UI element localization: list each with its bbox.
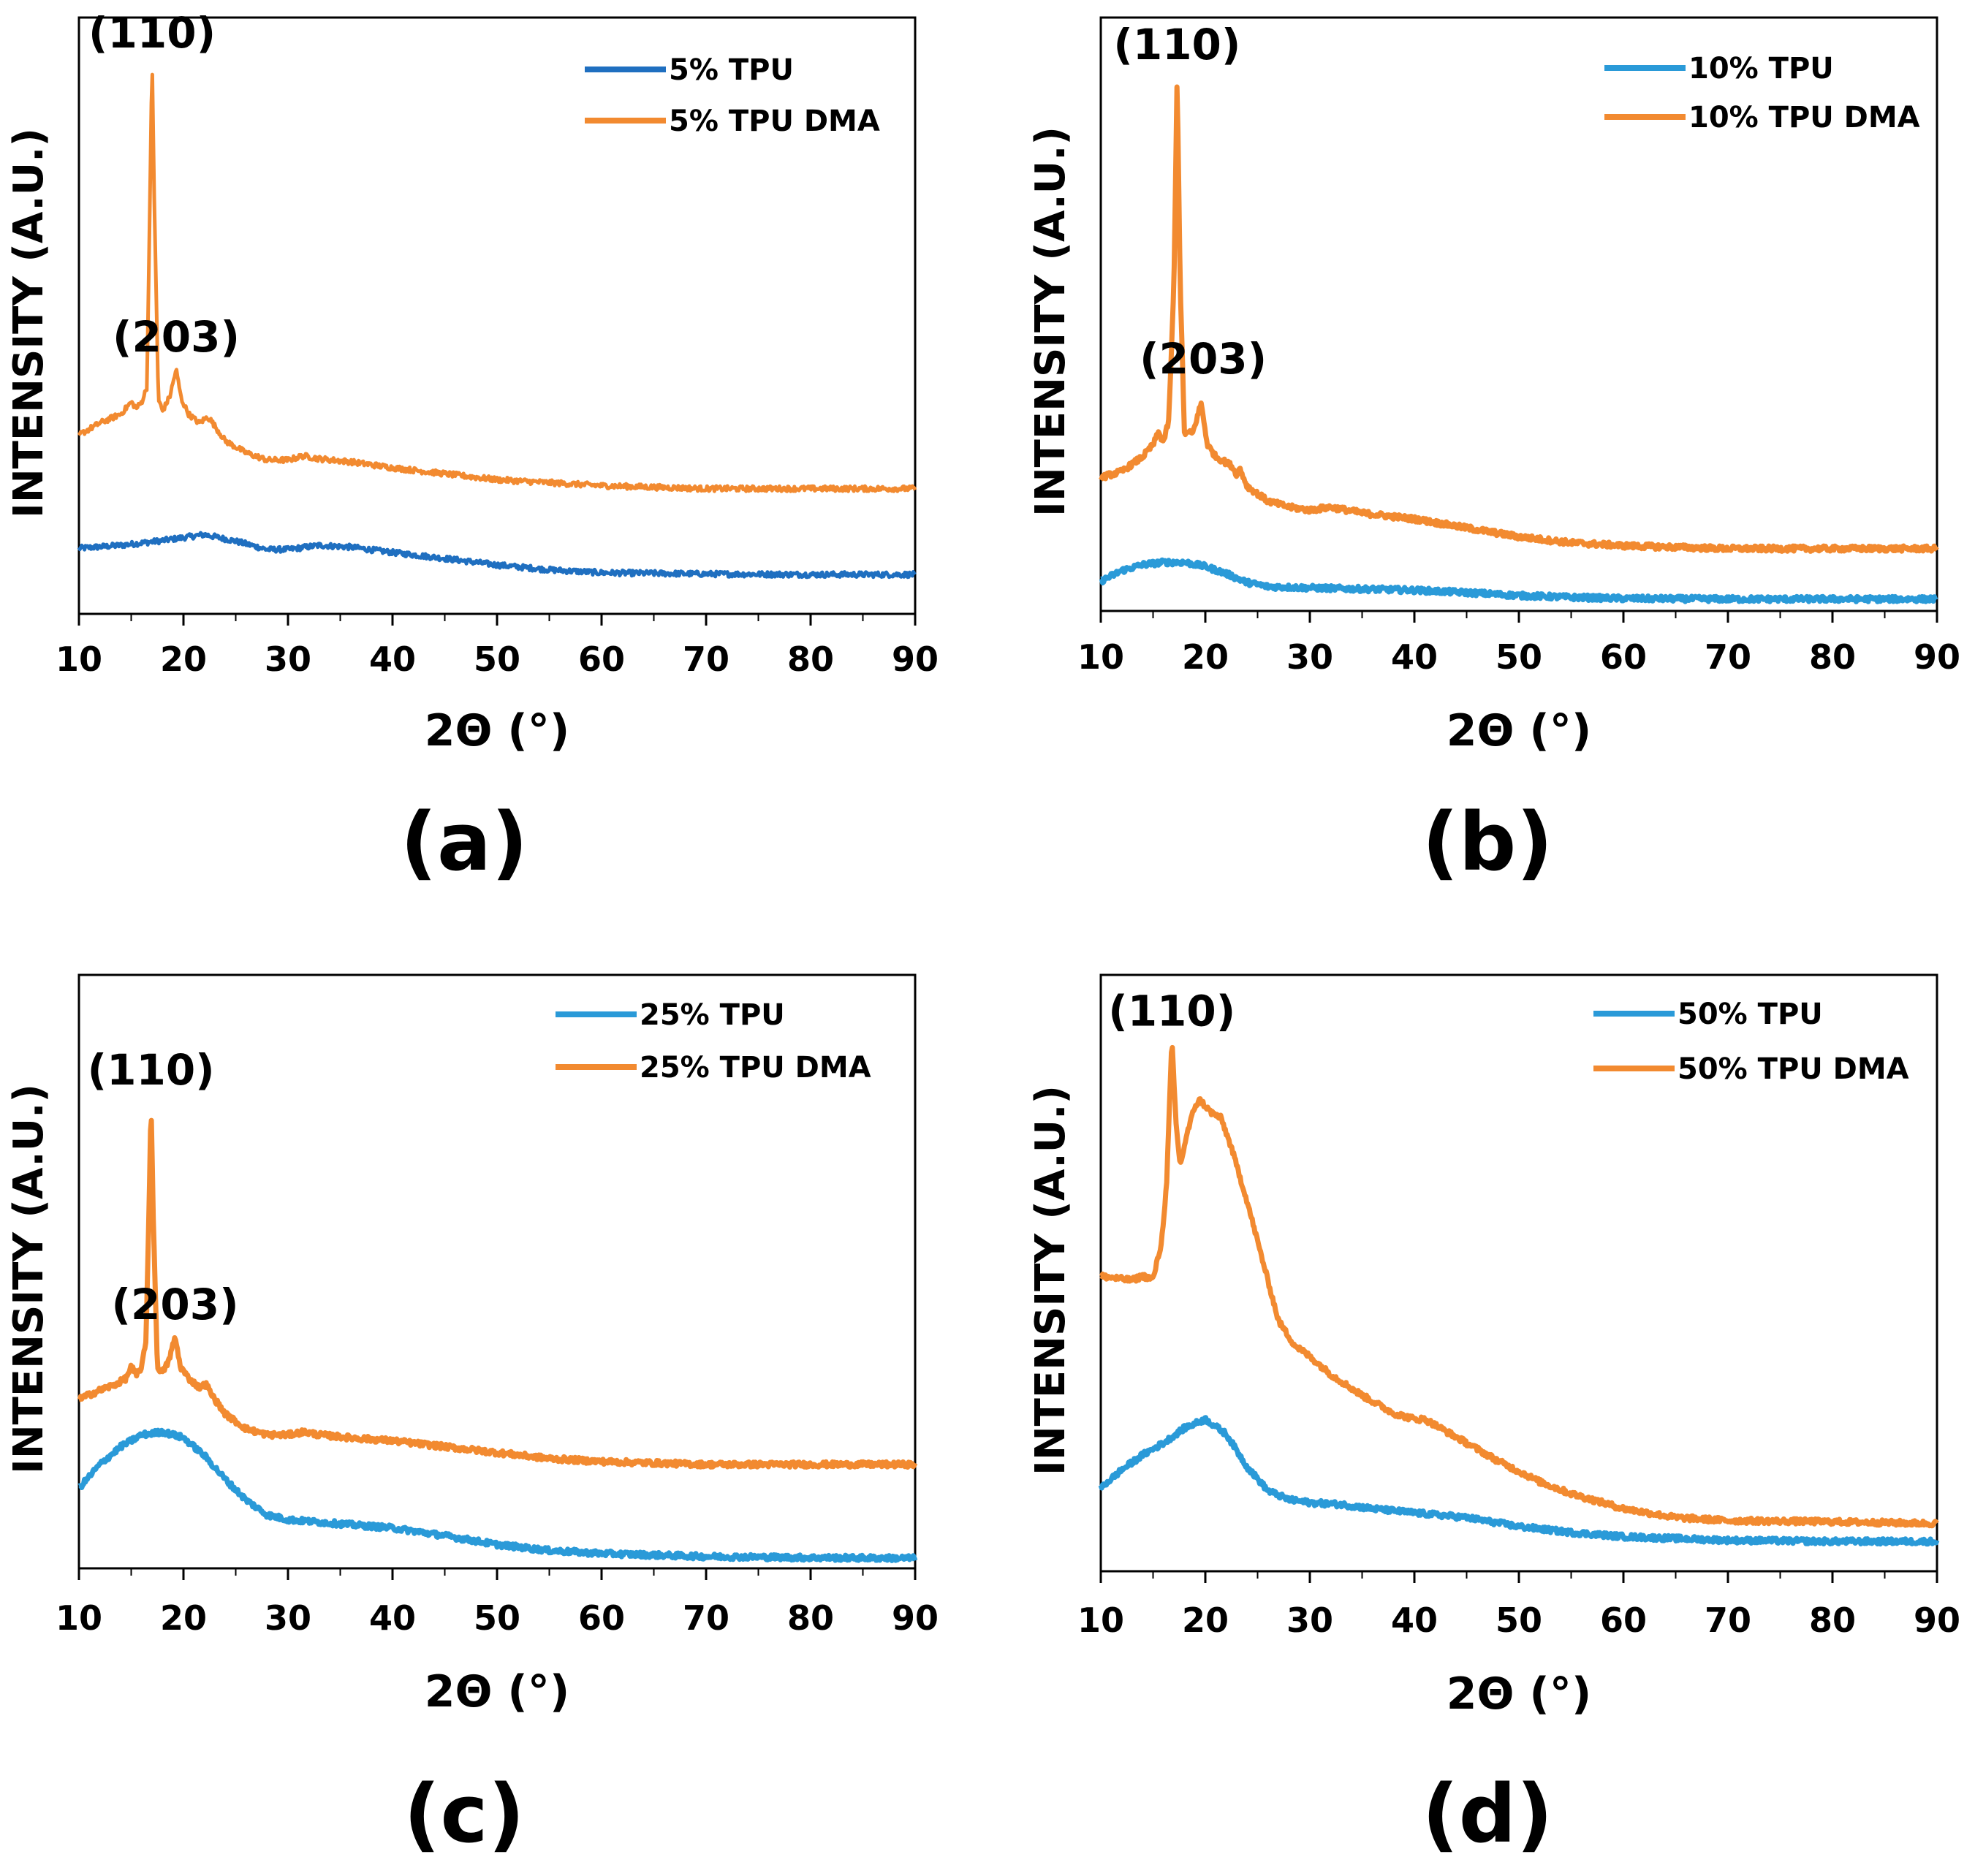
x-tick-label: 90 bbox=[1914, 637, 1960, 677]
x-axis-label: 2Θ (°) bbox=[425, 705, 570, 756]
x-axis-label: 2Θ (°) bbox=[1447, 1668, 1592, 1720]
x-tick-label: 70 bbox=[683, 639, 729, 679]
x-tick-label: 30 bbox=[265, 639, 311, 679]
legend-label: 50% TPU DMA bbox=[1678, 1052, 1909, 1086]
legend-label: 10% TPU DMA bbox=[1688, 101, 1920, 134]
x-tick-label: 60 bbox=[1600, 637, 1647, 677]
x-tick-label: 20 bbox=[160, 1598, 207, 1638]
x-tick-label: 30 bbox=[1286, 637, 1333, 677]
chart-panel-b: 10 20 30 40 50 60 70 80 90 2Θ (°) INTENSITY (A.U.)… bbox=[1027, 16, 1960, 889]
panels: 10 20 30 40 50 60 70 80 90 2Θ (°) INTENSITY (A.U.)… bbox=[5, 8, 1960, 1861]
x-tick-label: 70 bbox=[683, 1598, 729, 1638]
x-tick-label: 10 bbox=[1077, 1600, 1124, 1640]
peak-annotation: (110) bbox=[88, 8, 216, 58]
x-tick-label: 50 bbox=[1496, 637, 1542, 677]
x-tick-label: 20 bbox=[160, 639, 207, 679]
x-tick-label: 30 bbox=[1286, 1600, 1333, 1640]
series-line-tpu-dma bbox=[77, 1117, 918, 1470]
y-axis-label: INTENSITY (A.U.) bbox=[1027, 1085, 1074, 1476]
legend-label: 25% TPU DMA bbox=[640, 1051, 871, 1085]
series-line-tpu-dma bbox=[1099, 1044, 1939, 1529]
x-tick-label: 10 bbox=[56, 1598, 102, 1638]
legend-label: 10% TPU bbox=[1688, 52, 1834, 86]
series-line-tpu-dma bbox=[1099, 84, 1939, 554]
legend-label: 25% TPU bbox=[640, 998, 785, 1032]
x-tick-label: 70 bbox=[1705, 637, 1751, 677]
y-axis-label: INTENSITY (A.U.) bbox=[1027, 126, 1074, 517]
x-tick-label: 60 bbox=[578, 639, 625, 679]
y-axis-label: INTENSITY (A.U.) bbox=[5, 1084, 53, 1474]
x-tick-label: 70 bbox=[1705, 1600, 1751, 1640]
series-line-tpu-dma bbox=[77, 72, 917, 493]
y-axis-label: INTENSITY (A.U.) bbox=[5, 128, 53, 518]
series-line-tpu bbox=[1098, 1415, 1940, 1547]
x-tick-label: 90 bbox=[1914, 1600, 1960, 1640]
x-axis-label: 2Θ (°) bbox=[1447, 705, 1592, 756]
chart-panel-d: 10 20 30 40 50 60 70 80 90 2Θ (°) INTENSITY (A.U.)… bbox=[1027, 973, 1960, 1861]
peak-annotation: (110) bbox=[1113, 20, 1240, 69]
chart-panel-a: 10 20 30 40 50 60 70 80 90 2Θ (°) INTENSITY (A.U.)… bbox=[5, 8, 939, 889]
series-line-tpu bbox=[77, 1427, 918, 1563]
x-tick-label: 20 bbox=[1182, 637, 1229, 677]
chart-panel-c: 10 20 30 40 50 60 70 80 90 2Θ (°) INTENSITY (A.U.)… bbox=[5, 973, 939, 1861]
x-tick-label: 50 bbox=[474, 639, 520, 679]
x-tick-label: 80 bbox=[1809, 1600, 1856, 1640]
x-tick-label: 60 bbox=[578, 1598, 625, 1638]
peak-annotation: (203) bbox=[113, 312, 240, 362]
x-tick-label: 10 bbox=[56, 639, 102, 679]
panel-label: (c) bbox=[403, 1767, 525, 1861]
panel-label: (d) bbox=[1422, 1767, 1553, 1861]
x-tick-label: 50 bbox=[1496, 1600, 1542, 1640]
peak-annotation: (110) bbox=[1108, 986, 1235, 1036]
peak-annotation: (203) bbox=[1140, 334, 1267, 384]
x-tick-label: 80 bbox=[787, 1598, 834, 1638]
panel-label: (b) bbox=[1422, 795, 1553, 889]
x-tick-label: 40 bbox=[369, 639, 416, 679]
x-tick-label: 40 bbox=[1391, 1600, 1438, 1640]
x-tick-label: 30 bbox=[265, 1598, 311, 1638]
x-tick-label: 90 bbox=[892, 639, 939, 679]
x-tick-label: 40 bbox=[369, 1598, 416, 1638]
legend-label: 50% TPU bbox=[1678, 998, 1823, 1031]
legend-label: 5% TPU bbox=[669, 53, 794, 87]
series-line-tpu bbox=[1099, 557, 1939, 604]
series-line-tpu bbox=[77, 531, 917, 580]
legend-label: 5% TPU DMA bbox=[669, 105, 880, 138]
peak-annotation: (110) bbox=[88, 1045, 215, 1095]
panel-label: (a) bbox=[401, 795, 528, 889]
x-tick-label: 20 bbox=[1182, 1600, 1229, 1640]
x-axis-label: 2Θ (°) bbox=[425, 1666, 570, 1717]
x-tick-label: 90 bbox=[892, 1598, 939, 1638]
x-tick-label: 10 bbox=[1077, 637, 1124, 677]
x-tick-label: 40 bbox=[1391, 637, 1438, 677]
x-tick-label: 80 bbox=[787, 639, 834, 679]
x-tick-label: 80 bbox=[1809, 637, 1856, 677]
x-tick-label: 60 bbox=[1600, 1600, 1647, 1640]
x-tick-label: 50 bbox=[474, 1598, 520, 1638]
peak-annotation: (203) bbox=[112, 1280, 239, 1329]
